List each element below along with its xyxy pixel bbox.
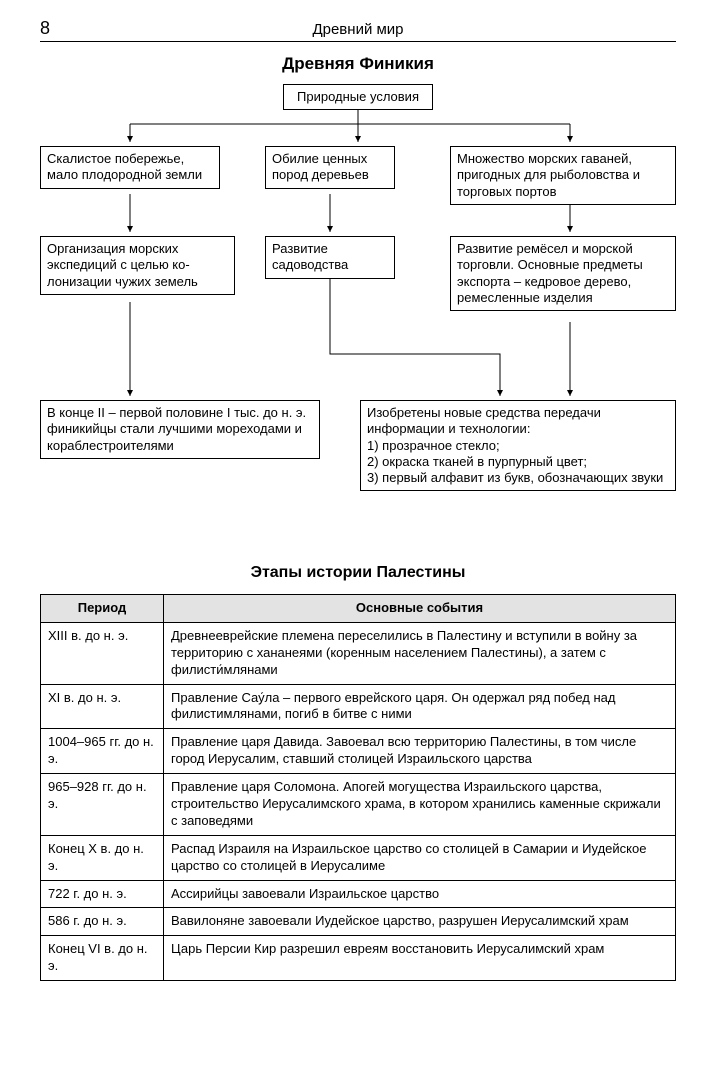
cell-period: Конец VI в. до н. э.	[41, 936, 164, 981]
cell-events: Ассирийцы завоевали Израильское царство	[164, 880, 676, 908]
table-row: XIII в. до н. э.Древнееврейские племена …	[41, 622, 676, 684]
col-period: Период	[41, 595, 164, 623]
node-root: Природные условия	[283, 84, 433, 110]
cell-events: Царь Персии Кир разрешил евреям восстано…	[164, 936, 676, 981]
cell-period: XIII в. до н. э.	[41, 622, 164, 684]
cell-events: Древнееврейские племена переселились в П…	[164, 622, 676, 684]
cell-period: 586 г. до н. э.	[41, 908, 164, 936]
node-r1b: Обилие ценных пород деревьев	[265, 146, 395, 189]
node-r3a: В конце II – первой половине I тыс. до н…	[40, 400, 320, 459]
cell-events: Правление Сау́ла – первого еврейского ца…	[164, 684, 676, 729]
cell-events: Правление царя Соломона. Апогей могущест…	[164, 774, 676, 836]
history-table: Период Основные события XIII в. до н. э.…	[40, 594, 676, 981]
cell-period: 722 г. до н. э.	[41, 880, 164, 908]
table-row: Конец VI в. до н. э.Царь Персии Кир разр…	[41, 936, 676, 981]
table-row: 1004–965 гг. до н. э.Правление царя Дави…	[41, 729, 676, 774]
flowchart: Природные условия Скалистое побережье, м…	[40, 84, 676, 544]
table-row: 586 г. до н. э.Вавилоняне завоевали Иуде…	[41, 908, 676, 936]
page-header: 8 Древний мир	[40, 18, 676, 42]
header-title: Древний мир	[80, 21, 636, 38]
col-events: Основные события	[164, 595, 676, 623]
cell-period: Конец X в. до н. э.	[41, 835, 164, 880]
node-r2b: Развитие садоводства	[265, 236, 395, 279]
node-r3b: Изобретены новые средства передачи инфор…	[360, 400, 676, 491]
node-r2a: Организация морских экспедиций с целью к…	[40, 236, 235, 295]
cell-events: Распад Израиля на Израильское царство со…	[164, 835, 676, 880]
node-r1c: Множество морских гаваней, пригодных для…	[450, 146, 676, 205]
cell-period: 965–928 гг. до н. э.	[41, 774, 164, 836]
node-r1a: Скалистое побережье, мало плодородной зе…	[40, 146, 220, 189]
table-row: 722 г. до н. э.Ассирийцы завоевали Израи…	[41, 880, 676, 908]
diagram-title: Древняя Финикия	[40, 54, 676, 74]
table-title: Этапы истории Палестины	[40, 564, 676, 582]
cell-events: Правление царя Давида. Завоевал всю терр…	[164, 729, 676, 774]
table-row: XI в. до н. э.Правление Сау́ла – первого…	[41, 684, 676, 729]
cell-events: Вавилоняне завоевали Иудейское царство, …	[164, 908, 676, 936]
page: 8 Древний мир Древняя Финикия	[0, 0, 716, 981]
table-row: 965–928 гг. до н. э.Правление царя Солом…	[41, 774, 676, 836]
table-header-row: Период Основные события	[41, 595, 676, 623]
table-row: Конец X в. до н. э.Распад Израиля на Изр…	[41, 835, 676, 880]
page-number: 8	[40, 18, 80, 39]
cell-period: 1004–965 гг. до н. э.	[41, 729, 164, 774]
cell-period: XI в. до н. э.	[41, 684, 164, 729]
node-r2c: Развитие ремёсел и морской торговли. Осн…	[450, 236, 676, 311]
